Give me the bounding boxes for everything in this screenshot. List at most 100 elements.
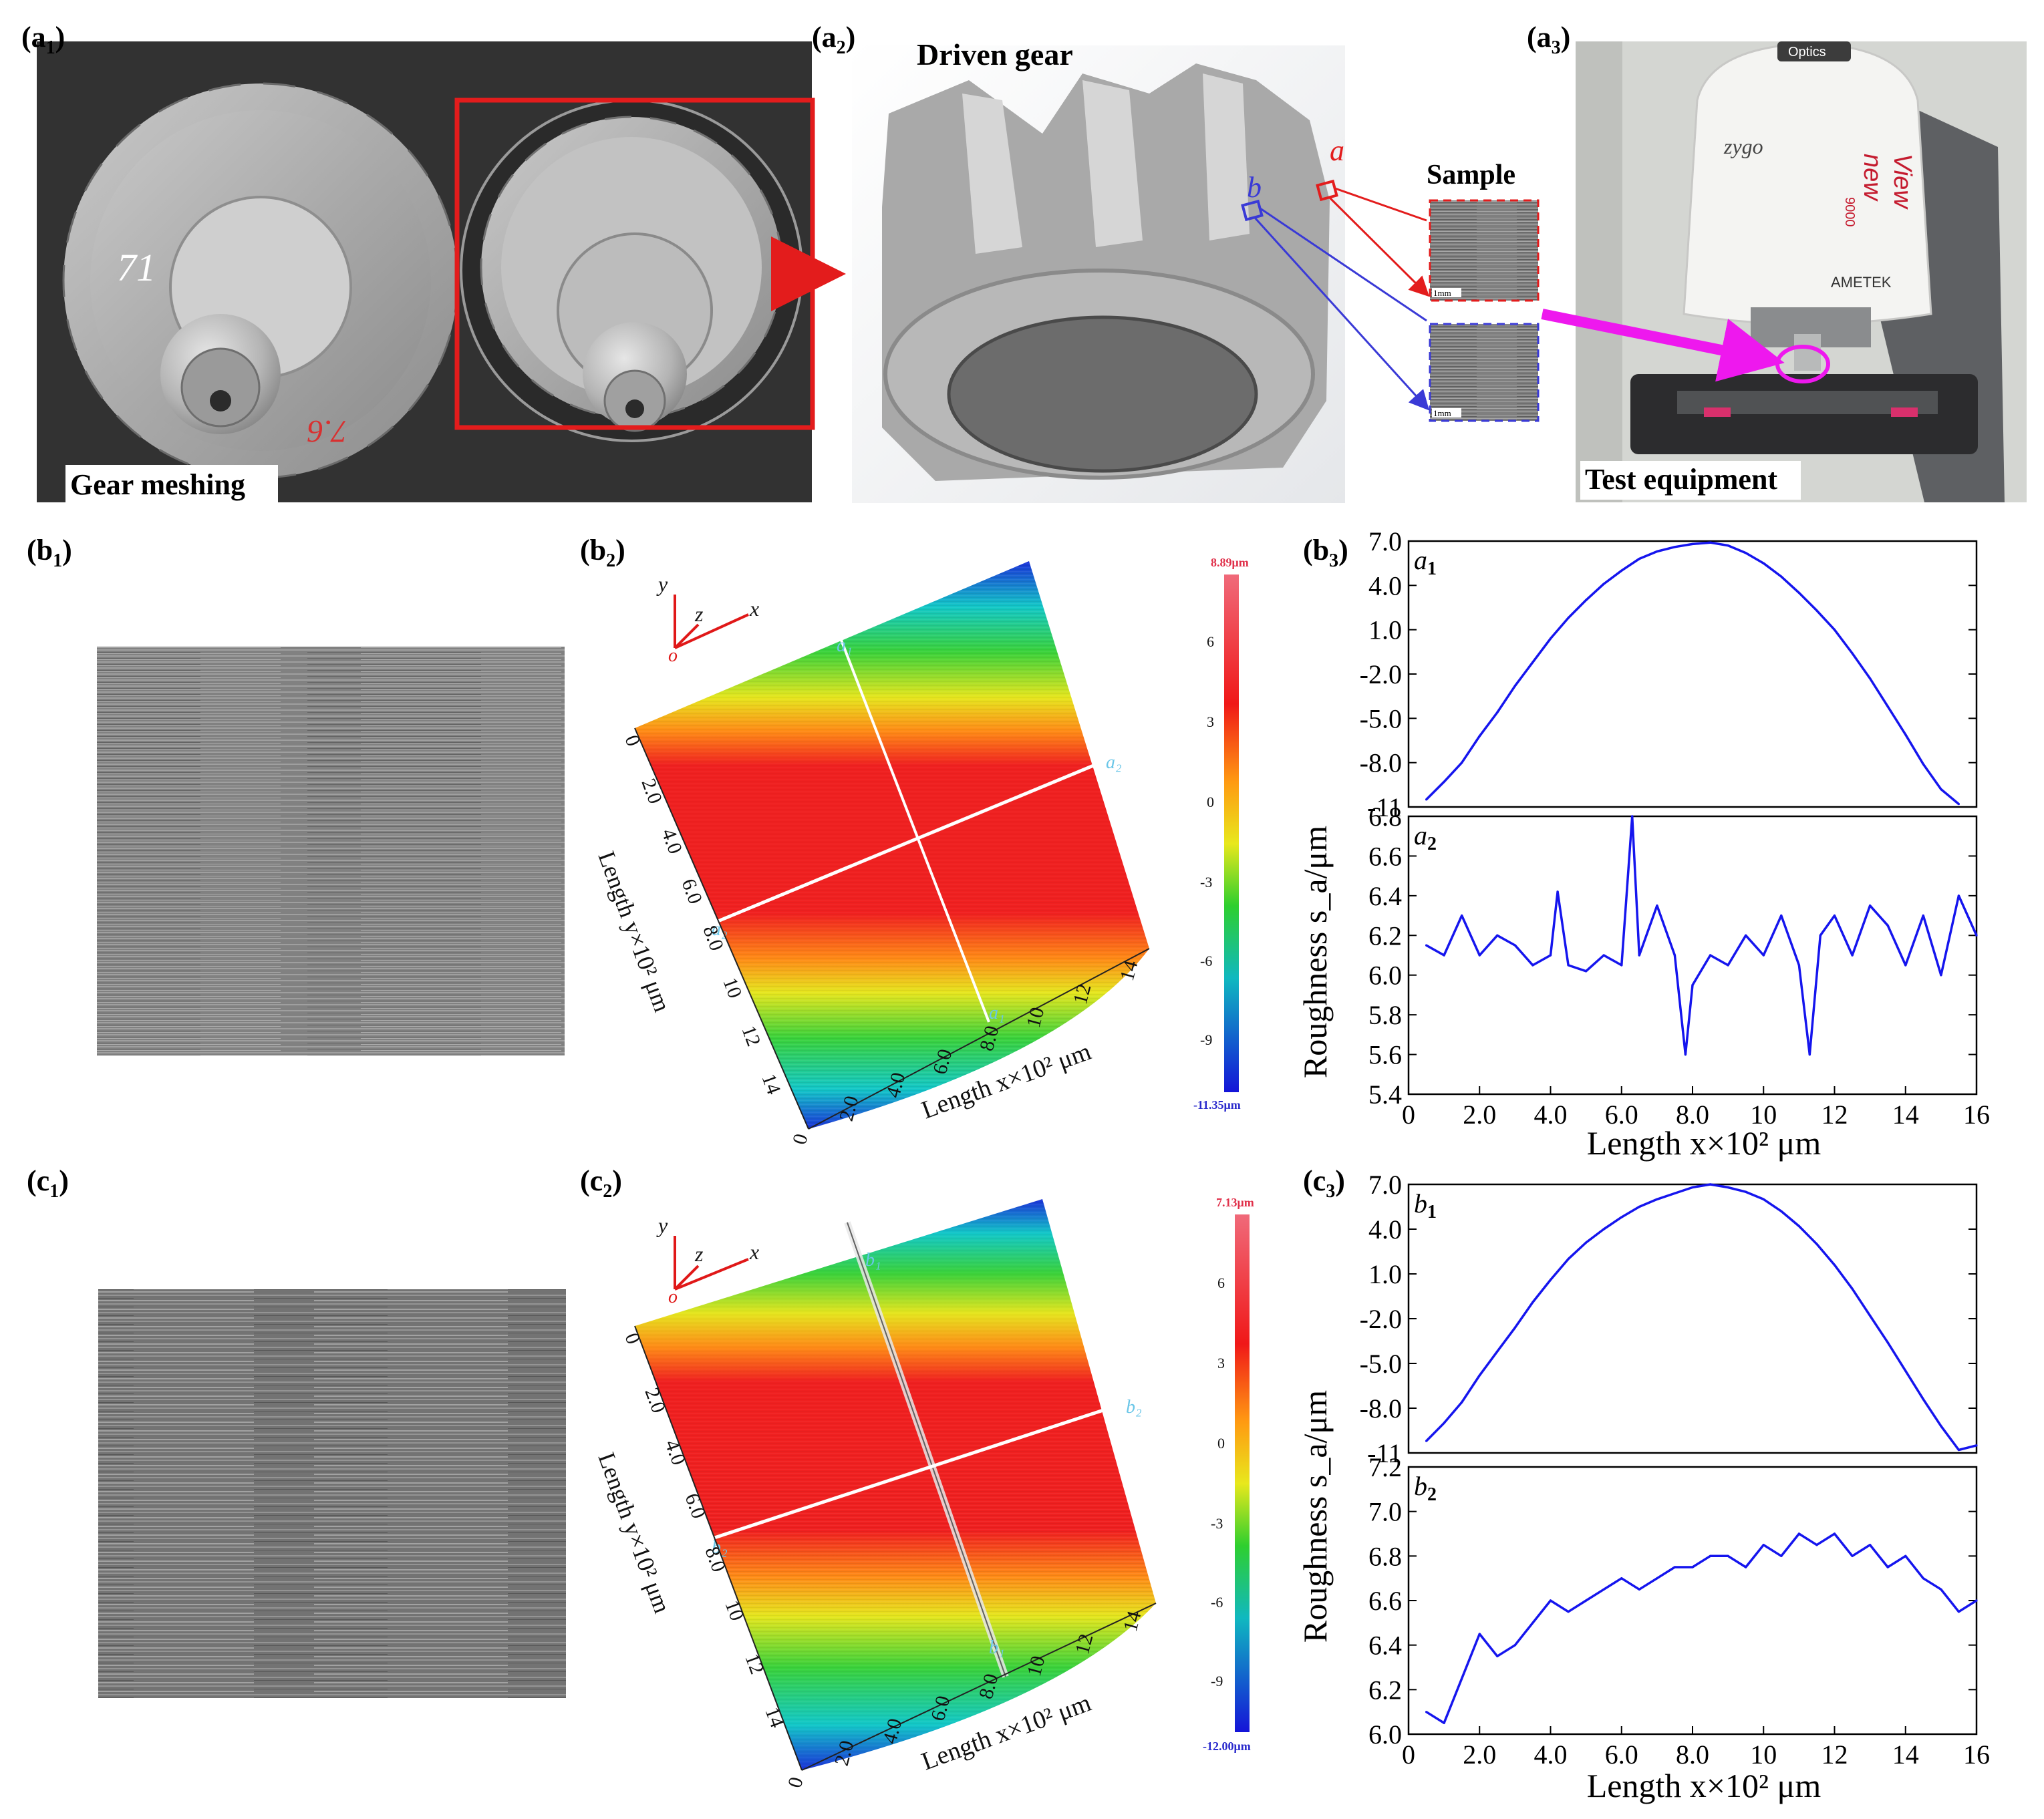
y-tick-label: 7.0 bbox=[1368, 526, 1402, 556]
data-point bbox=[1478, 1374, 1481, 1377]
drive-gear: 71 7.6 bbox=[62, 82, 459, 479]
data-point bbox=[1673, 546, 1676, 548]
sub: 3 bbox=[1552, 37, 1561, 58]
data-point bbox=[1656, 550, 1658, 553]
data-point bbox=[1673, 1566, 1676, 1568]
c3-xlabel: Length x×10² μm bbox=[1587, 1767, 1821, 1804]
panel-letter-b2: (b2) bbox=[580, 534, 625, 571]
data-point bbox=[1797, 1224, 1800, 1228]
a2-sample-b-image bbox=[1429, 323, 1540, 422]
data-point bbox=[1975, 1599, 1978, 1602]
b2-cb-tick: -9 bbox=[1200, 1031, 1212, 1048]
series-label: a2 bbox=[1414, 820, 1437, 854]
y-tick-label: 5.8 bbox=[1368, 1000, 1402, 1030]
y-tick-label: -5.0 bbox=[1360, 1349, 1402, 1379]
panel-letter-c1: (c1) bbox=[27, 1164, 69, 1202]
data-point bbox=[1585, 599, 1588, 602]
data-point bbox=[1691, 542, 1694, 546]
a3-head-badge: Optics bbox=[1788, 45, 1826, 59]
panel-letter-b3: (b3) bbox=[1303, 534, 1348, 571]
data-point bbox=[1745, 552, 1747, 554]
data-point bbox=[1780, 915, 1783, 917]
x-tick-label: 2.0 bbox=[1463, 1100, 1496, 1130]
data-point bbox=[1513, 1326, 1516, 1329]
series-label-sub: 1 bbox=[1427, 1202, 1437, 1222]
data-point bbox=[1602, 954, 1605, 957]
panel-c3: (c3) Roughness s_a/μm Length x×10² μm 7.… bbox=[1296, 1164, 1990, 1804]
data-point bbox=[1478, 1633, 1481, 1635]
a2-point-a-box bbox=[1316, 179, 1338, 202]
data-point bbox=[1727, 1186, 1729, 1189]
chart-b3-a2: 6.8 6.6 6.4 6.2 6.0 5.8 5.6 5.40 2.0 4.0 6.0 8.0 10 1… bbox=[1368, 802, 1990, 1130]
y-tick-label: -11 bbox=[1367, 1438, 1402, 1468]
data-point bbox=[1531, 1621, 1534, 1624]
series-line-b1 bbox=[1425, 1183, 1977, 1452]
series-line-b2 bbox=[1425, 1532, 1977, 1725]
data-point bbox=[1443, 1721, 1445, 1724]
x-tick-label: 10 bbox=[1750, 1740, 1777, 1770]
data-point bbox=[1691, 984, 1694, 987]
data-point bbox=[1975, 934, 1978, 937]
data-point bbox=[1620, 569, 1623, 572]
data-point bbox=[1957, 1448, 1960, 1452]
c2-surface-streaks bbox=[635, 1199, 1156, 1770]
data-point bbox=[1673, 1192, 1676, 1194]
x-tick-label: 12 bbox=[1821, 1740, 1848, 1770]
data-point bbox=[1922, 1398, 1924, 1401]
data-point bbox=[1797, 964, 1800, 967]
a2-blue-line-1 bbox=[1260, 207, 1427, 322]
y-tick-label: 7.0 bbox=[1368, 1170, 1402, 1200]
data-point bbox=[1496, 711, 1499, 714]
data-point bbox=[1869, 904, 1872, 907]
data-point bbox=[1709, 1554, 1712, 1557]
data-point bbox=[1922, 763, 1924, 766]
data-point bbox=[1851, 652, 1854, 655]
y-tick-label: 6.0 bbox=[1368, 1719, 1402, 1750]
y-tick-label: -11 bbox=[1367, 792, 1402, 822]
data-point bbox=[1549, 637, 1552, 640]
b2-y-tick: 0 bbox=[620, 732, 644, 749]
sub: 2 bbox=[837, 37, 846, 58]
data-point bbox=[1709, 1183, 1712, 1186]
y-tick-label: 1.0 bbox=[1368, 615, 1402, 645]
data-point bbox=[1904, 1554, 1907, 1557]
data-point bbox=[1957, 1611, 1960, 1613]
c2-cb-tick: 6 bbox=[1217, 1275, 1225, 1291]
data-point bbox=[1496, 934, 1499, 937]
x-tick-label: 6.0 bbox=[1605, 1740, 1638, 1770]
a2-sample-b-scale: 1mm bbox=[1433, 408, 1451, 418]
a1-caption: Gear meshing bbox=[70, 468, 245, 501]
data-point bbox=[1815, 1544, 1818, 1546]
svg-text:(a2): (a2) bbox=[812, 21, 855, 58]
data-point bbox=[1833, 1264, 1836, 1267]
a2-sample-a-scale-bg bbox=[1432, 288, 1461, 297]
data-point bbox=[1957, 894, 1960, 897]
data-point bbox=[1797, 1532, 1800, 1535]
x-tick-label: 2.0 bbox=[1463, 1740, 1496, 1770]
sub: 1 bbox=[53, 550, 62, 571]
y-tick-label: 6.6 bbox=[1368, 1586, 1402, 1616]
c2-x-tick: 0 bbox=[784, 1775, 808, 1790]
data-point bbox=[1886, 705, 1889, 708]
panel-letter-a1: (a1) bbox=[21, 21, 65, 58]
data-point bbox=[1549, 1599, 1552, 1602]
c2-colorbar-min: -12.00μm bbox=[1203, 1740, 1251, 1753]
x-tick-label: 0 bbox=[1402, 1100, 1415, 1130]
panel-b3: (b3) Roughness s_a/μm Length x×10² μm 7.… bbox=[1296, 526, 1990, 1162]
a2-sample-title: Sample bbox=[1427, 160, 1515, 190]
c2-y-axis-line bbox=[634, 1325, 802, 1771]
data-point bbox=[1556, 890, 1559, 893]
chart-c3-b2: 7.27.06.86.66.46.26.00 2.0 4.0 6.0 8.0 10 12 14… bbox=[1368, 1452, 1990, 1770]
data-point bbox=[1478, 954, 1481, 957]
data-point bbox=[1461, 762, 1463, 764]
data-point bbox=[1443, 780, 1445, 783]
y-tick-label: -5.0 bbox=[1360, 703, 1402, 733]
y-tick-label: 6.2 bbox=[1368, 1675, 1402, 1705]
c2-y-tick: 0 bbox=[620, 1330, 644, 1347]
data-point bbox=[1904, 964, 1907, 967]
a2-sample-a-scale: 1mm bbox=[1433, 288, 1451, 298]
x-tick-label: 16 bbox=[1963, 1100, 1990, 1130]
data-point bbox=[1833, 915, 1836, 917]
data-point bbox=[1461, 1677, 1463, 1680]
data-point bbox=[1531, 661, 1534, 663]
